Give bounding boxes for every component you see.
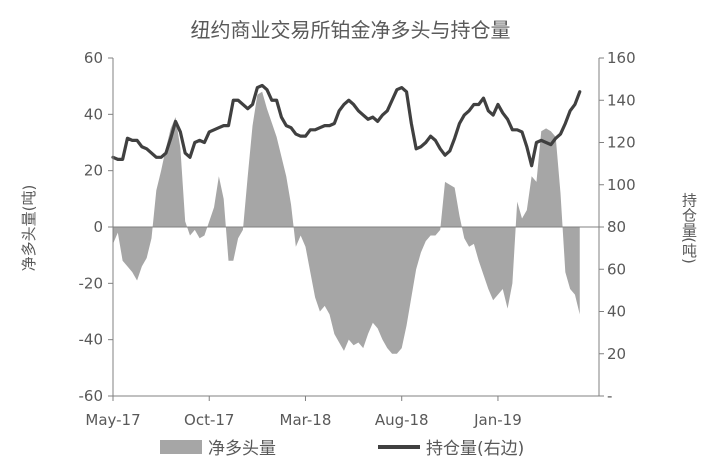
legend: 净多头量 持仓量(右边) [0,434,701,464]
x-tick-label: May-17 [85,411,140,429]
open-interest-line [111,83,582,168]
y-right-tick-label: - [607,387,612,405]
y-left-tick-label: 20 [84,162,103,180]
legend-item-net-long: 净多头量 [160,434,276,459]
y-axis-right-label: 持仓量(吨) [680,192,698,264]
net-long-area [113,91,580,354]
legend-label-net-long: 净多头量 [208,439,276,459]
y-right-tick-label: 100 [607,176,636,194]
x-tick-label: Mar-18 [280,411,332,429]
net-long-area-layer [113,91,580,354]
legend-label-open-interest: 持仓量(右边) [426,439,525,459]
y-right-tick-label: 80 [607,218,626,236]
y-left-tick-label: 40 [84,105,103,123]
open-interest-line-layer [111,83,582,168]
y-right-tick-label: 20 [607,345,626,363]
y-left-tick-label: -60 [79,387,104,405]
y-right-tick-label: 140 [607,91,636,109]
y-left-tick-label: 0 [93,218,103,236]
y-right-tick-label: 60 [607,260,626,278]
y-left-tick-label: -40 [79,331,104,349]
chart-plot: 60 40 20 0 -20 -40 -60 160 140 120 100 80 60 40 20 - May… [79,49,636,429]
y-axis-left-label: 净多头量(吨) [20,184,38,272]
x-tick-label: Oct-17 [184,411,234,429]
x-tick-label: Jan-19 [473,411,522,429]
y-right-tick-label: 160 [607,49,636,67]
legend-swatch-line [378,444,420,449]
tick-labels-layer: 60 40 20 0 -20 -40 -60 160 140 120 100 80 60 40 20 - May… [79,49,636,429]
axes-layer [108,57,604,401]
chart-title: 纽约商业交易所铂金净多头与持仓量 [190,18,511,42]
legend-item-open-interest: 持仓量(右边) [378,434,524,459]
y-right-tick-label: 40 [607,303,626,321]
legend-swatch-area [160,439,202,454]
y-left-tick-label: -20 [79,274,104,292]
y-right-tick-label: 120 [607,134,636,152]
y-left-tick-label: 60 [84,49,103,67]
x-tick-label: Aug-18 [375,411,429,429]
